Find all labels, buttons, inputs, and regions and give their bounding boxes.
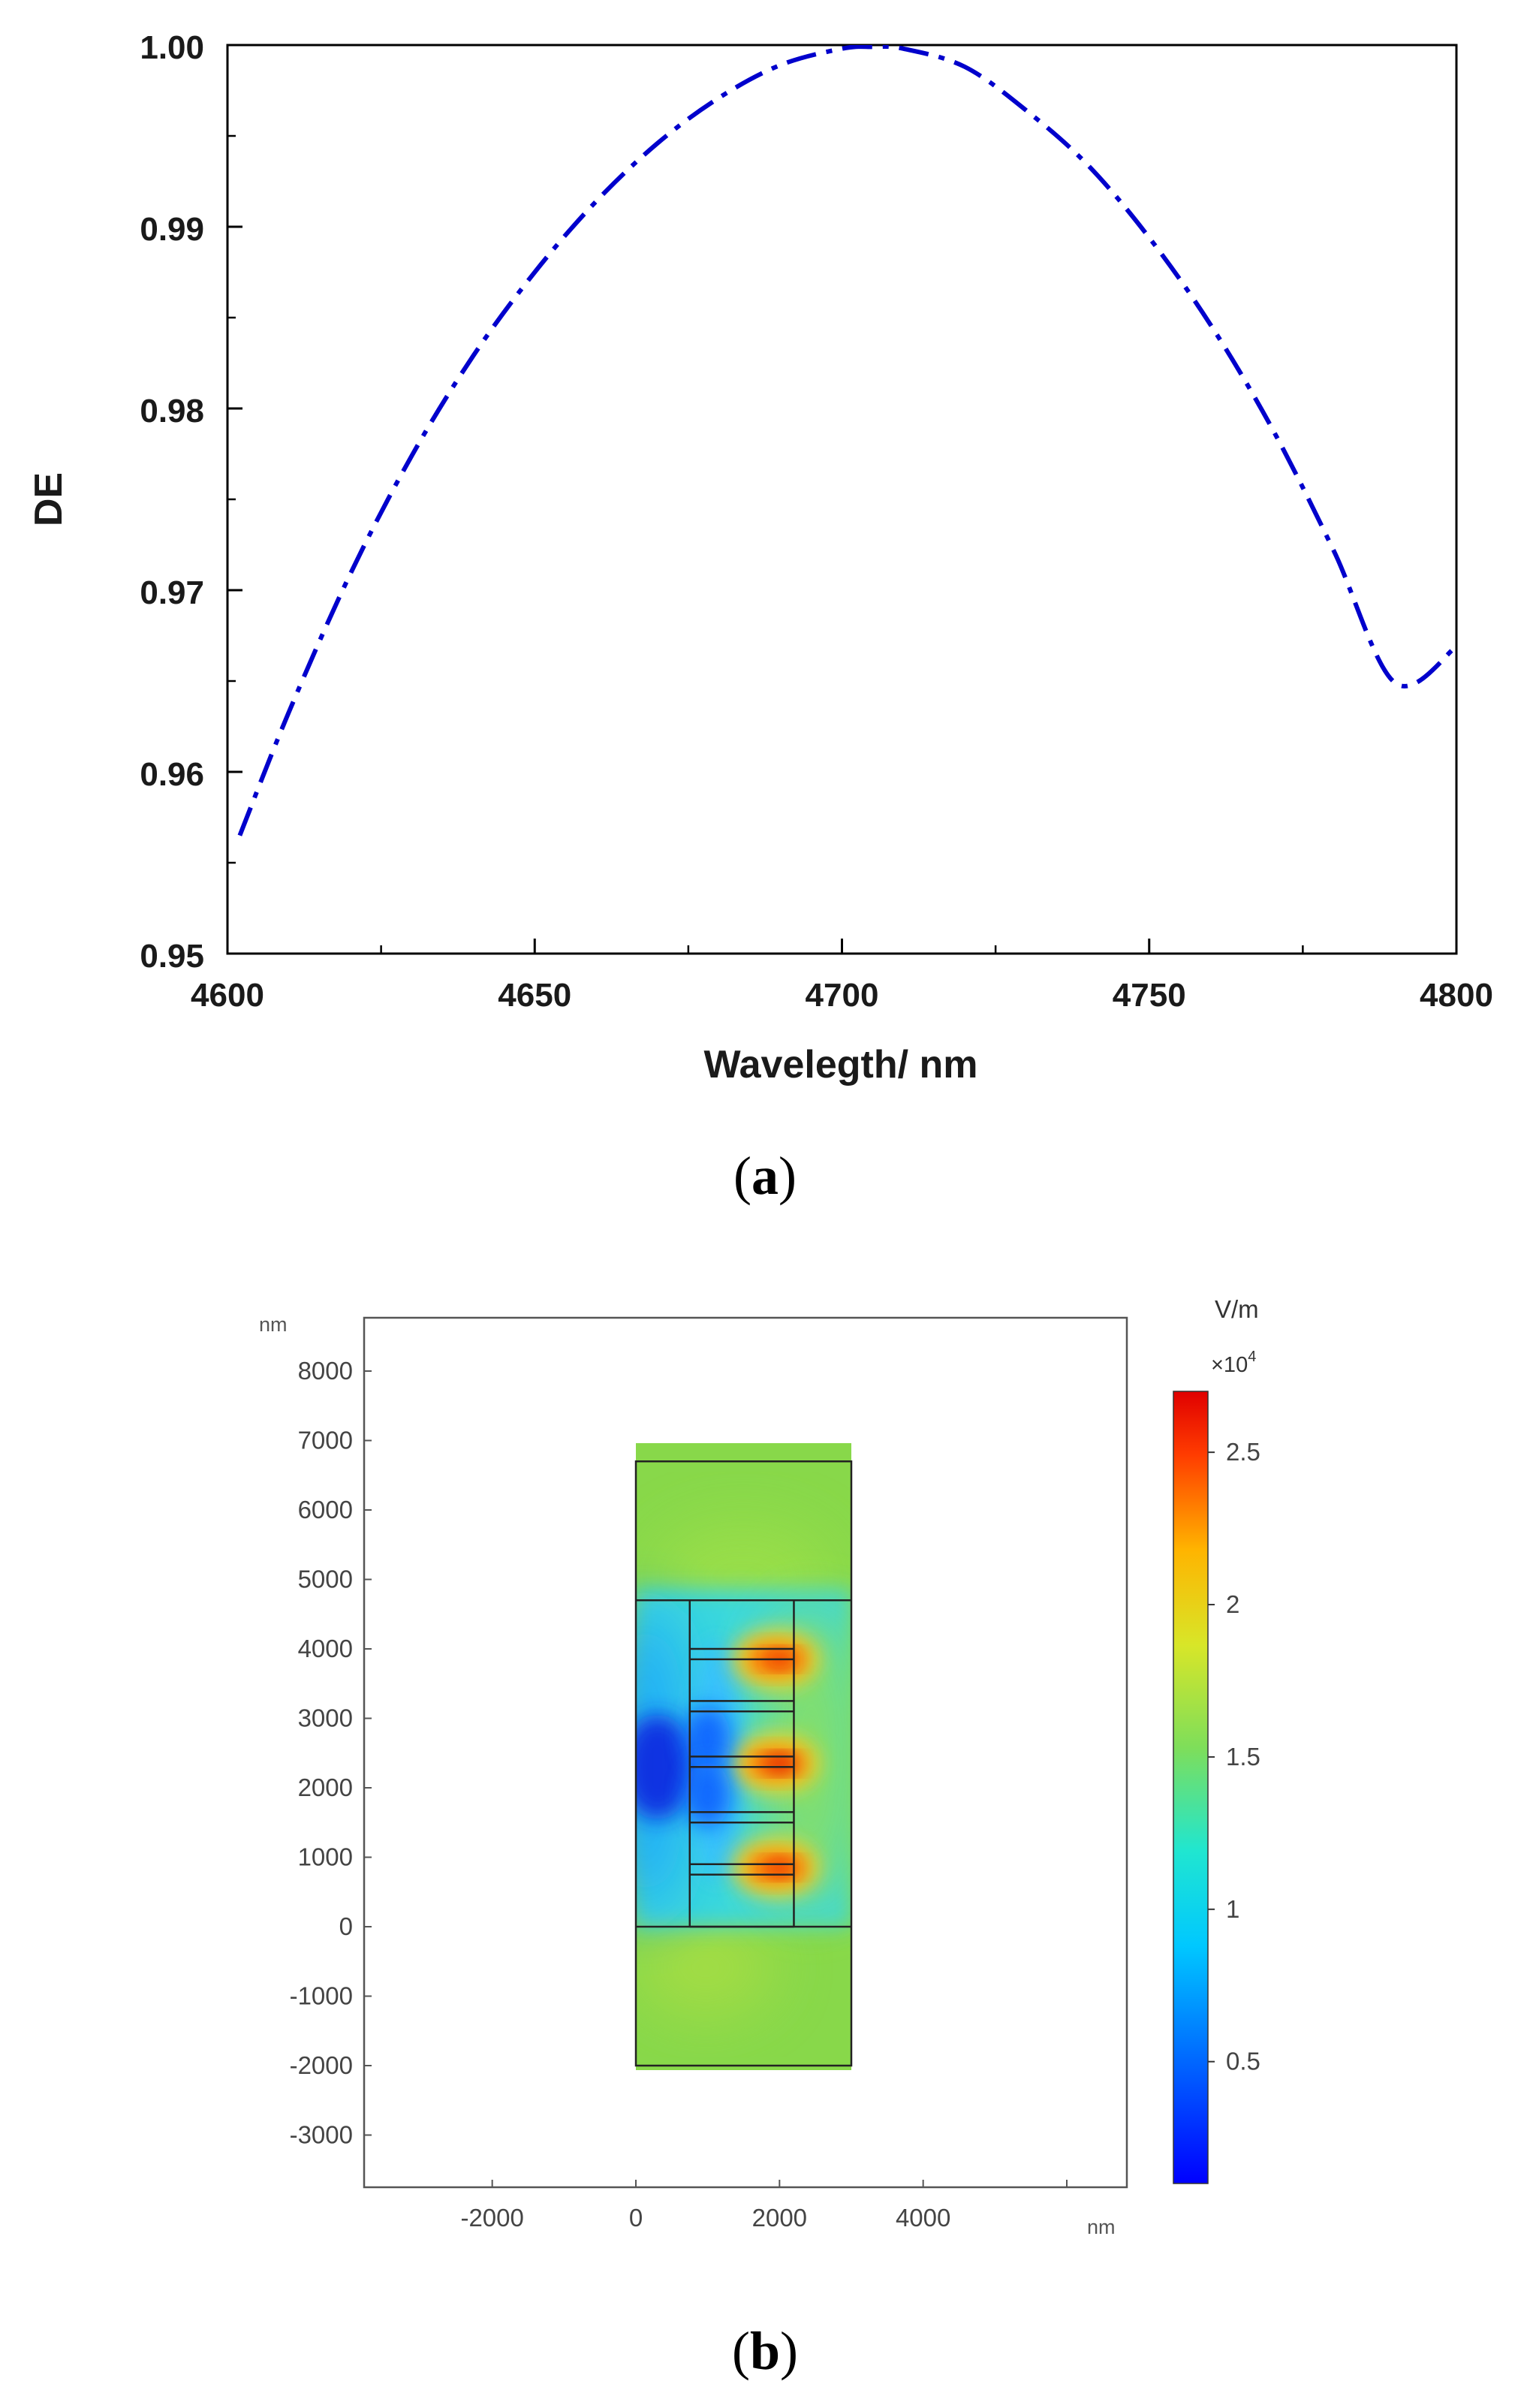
y-tick-label-b: 3000: [298, 1704, 353, 1732]
colorbar-ticks: 2.5 2 1.5 1 0.5: [1208, 1438, 1260, 2075]
y-axis-label: DE: [27, 472, 71, 526]
colorbar-tick-label: 1: [1226, 1895, 1239, 1923]
x-tick-label-b: -2000: [460, 2204, 523, 2232]
x-axis-label: Wavelegth/ nm: [703, 1043, 977, 1086]
panel-b-field-map: nm nm 800070006000500040003000200010000-…: [259, 1295, 1260, 2238]
caption-b: (b): [731, 2321, 798, 2381]
y-tick-label-b: 8000: [298, 1357, 353, 1385]
y-tick-label: 0.98: [140, 393, 204, 429]
x-tick-labels-b: -2000 0 2000 4000: [460, 2204, 950, 2232]
colorbar-tick-label: 2: [1226, 1590, 1239, 1618]
panel-a-chart: 0.95 0.96 0.97 0.98 0.99 1.00 4600 4650 4700 475…: [27, 29, 1493, 1086]
colorbar-tick-label: 0.5: [1226, 2048, 1260, 2075]
x-tick-label: 4750: [1113, 977, 1186, 1014]
field-hotspot-core: [763, 1860, 797, 1876]
x-tick-label-b: 4000: [896, 2204, 950, 2232]
x-tick-labels: 4600 4650 4700 4750 4800: [191, 977, 1493, 1014]
x-tick-label-b: 2000: [752, 2204, 807, 2232]
colorbar-tick-label: 2.5: [1226, 1438, 1260, 1466]
y-tick-label: 1.00: [140, 29, 204, 66]
x-tick-label: 4650: [498, 977, 571, 1014]
colorbar-multiplier: ×104: [1211, 1349, 1256, 1377]
colorbar-unit: V/m: [1215, 1295, 1259, 1323]
y-tick-label: 0.97: [140, 574, 204, 611]
y-tick-label-b: 5000: [298, 1566, 353, 1593]
y-tick-label-b: 1000: [298, 1843, 353, 1871]
y-tick-label: 0.99: [140, 211, 204, 248]
y-tick-labels: 0.95 0.96 0.97 0.98 0.99 1.00: [140, 29, 204, 975]
y-tick-labels-b: 8000 7000 6000 5000 4000 3000 2000 1000 0 -1000 -2…: [290, 1357, 353, 2149]
field-hotspot-core: [763, 1756, 797, 1771]
y-tick-label: 0.95: [140, 938, 204, 975]
x-unit-label: nm: [1087, 2216, 1116, 2238]
y-tick-label-b: -1000: [290, 1982, 353, 2010]
x-tick-label: 4800: [1420, 977, 1493, 1014]
outer-domain-box: [634, 1460, 853, 2067]
plot-frame-a: [226, 44, 1458, 955]
field-variation: [638, 1922, 773, 2012]
y-unit-label: nm: [259, 1313, 288, 1336]
x-tick-label: 4700: [806, 977, 879, 1014]
y-tick-label-b: -3000: [290, 2121, 353, 2149]
tick-marks-b: [364, 1370, 1068, 2187]
y-tick-label-b: 7000: [298, 1427, 353, 1454]
y-tick-label-b: 6000: [298, 1496, 353, 1523]
x-tick-label: 4600: [191, 977, 264, 1014]
y-tick-label-b: -2000: [290, 2051, 353, 2079]
x-tick-label-b: 0: [629, 2204, 643, 2232]
colorbar-tick-label: 1.5: [1226, 1743, 1260, 1771]
field-coldspot: [636, 1714, 694, 1820]
y-tick-label-b: 0: [339, 1912, 353, 1940]
tick-marks-a: [226, 44, 1458, 955]
y-tick-label: 0.96: [140, 756, 204, 793]
series-line-de: [237, 45, 1456, 836]
y-tick-label-b: 2000: [298, 1774, 353, 1801]
y-tick-label-b: 4000: [298, 1635, 353, 1662]
colorbar: [1173, 1391, 1209, 2184]
caption-a: (a): [733, 1146, 797, 1206]
domain-geometry: [634, 1460, 853, 2067]
field-coldspot: [685, 1762, 730, 1828]
